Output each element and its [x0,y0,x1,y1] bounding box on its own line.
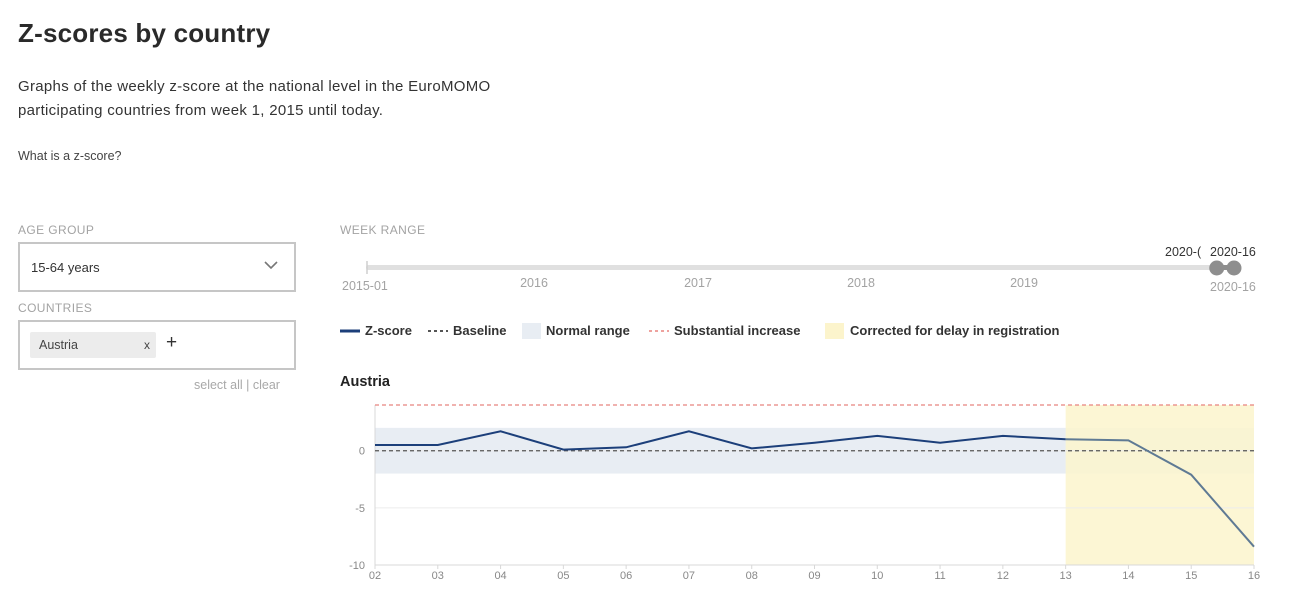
year-tick-label: 2016 [520,276,548,290]
link-separator: | [246,378,250,392]
x-tick-label: 16 [1248,570,1260,582]
age-group-select[interactable]: 15-64 years [18,242,296,292]
zscore-chart: 0 -5 -10 02 03 04 05 06 07 08 09 10 11 12 13 14 15 16 [349,404,1260,582]
legend-baseline: Baseline [453,323,507,338]
legend-increase-swatch [649,330,669,332]
x-tick-label: 15 [1185,570,1197,582]
x-tick-label: 02 [369,570,381,582]
x-tick-label: 10 [871,570,883,582]
page-intro: Graphs of the weekly z-score at the nati… [18,78,491,119]
slider-handle-end[interactable] [1226,260,1242,276]
x-tick-label: 14 [1122,570,1134,582]
range-start-label: 2015-01 [342,279,388,293]
slider-track [366,265,1235,270]
chart-title: Austria [340,374,390,390]
x-tick-label: 09 [808,570,820,582]
x-tick-label: 12 [997,570,1009,582]
year-tick-label: 2019 [1010,276,1038,290]
country-tag-label: Austria [39,338,78,352]
select-clear-links: select all | clear [194,378,280,392]
x-tick-label: 13 [1060,570,1072,582]
legend-normal-range-swatch [522,323,541,339]
country-tag: Austria x [30,332,156,358]
x-tick-label: 03 [432,570,444,582]
x-tick-label: 07 [683,570,695,582]
week-range-slider[interactable]: 2015-01 2016 2017 2018 2019 2020-( 2020-16 … [336,240,1266,302]
slider-selected-range [1216,265,1234,270]
select-all-link[interactable]: select all [194,378,243,392]
zscore-help-link[interactable]: What is a z-score? [18,149,122,163]
page-title: Z-scores by country [18,18,271,48]
week-range-label: WEEK RANGE [340,223,426,237]
add-country-button[interactable]: + [166,332,178,353]
countries-multiselect[interactable]: Austria x + [18,320,296,370]
chevron-down-icon [264,261,278,270]
year-tick-label: 2018 [847,276,875,290]
x-tick-label: 11 [934,570,945,582]
year-tick-label: 2017 [684,276,712,290]
slider-handle-start[interactable] [1209,260,1225,276]
zscore-line-corrected [1065,438,1255,548]
y-tick-label: 0 [359,446,365,458]
legend-zscore-swatch [340,329,360,333]
countries-label: COUNTRIES [18,301,93,315]
handle-start-label: 2020-( [1165,245,1202,259]
legend-corrected-swatch [825,323,844,339]
range-end-label: 2020-16 [1210,280,1256,294]
corrected-area [1065,405,1254,565]
age-group-value: 15-64 years [31,260,100,275]
legend-zscore: Z-score [365,323,412,338]
zscore-line [375,430,1066,451]
y-tick-label: -10 [349,560,365,572]
legend-substantial-increase: Substantial increase [674,323,801,338]
x-tick-label: 08 [746,570,758,582]
legend-normal-range: Normal range [546,323,630,338]
handle-end-label: 2020-16 [1210,245,1256,259]
clear-link[interactable]: clear [252,378,280,392]
remove-tag-icon[interactable]: x [144,338,150,352]
x-tick-label: 05 [557,570,569,582]
legend-baseline-swatch [428,330,448,332]
age-group-label: AGE GROUP [18,223,95,237]
legend-corrected: Corrected for delay in registration [850,323,1060,338]
y-tick-label: -5 [355,503,365,515]
x-tick-label: 04 [494,570,506,582]
x-tick-label: 06 [620,570,632,582]
